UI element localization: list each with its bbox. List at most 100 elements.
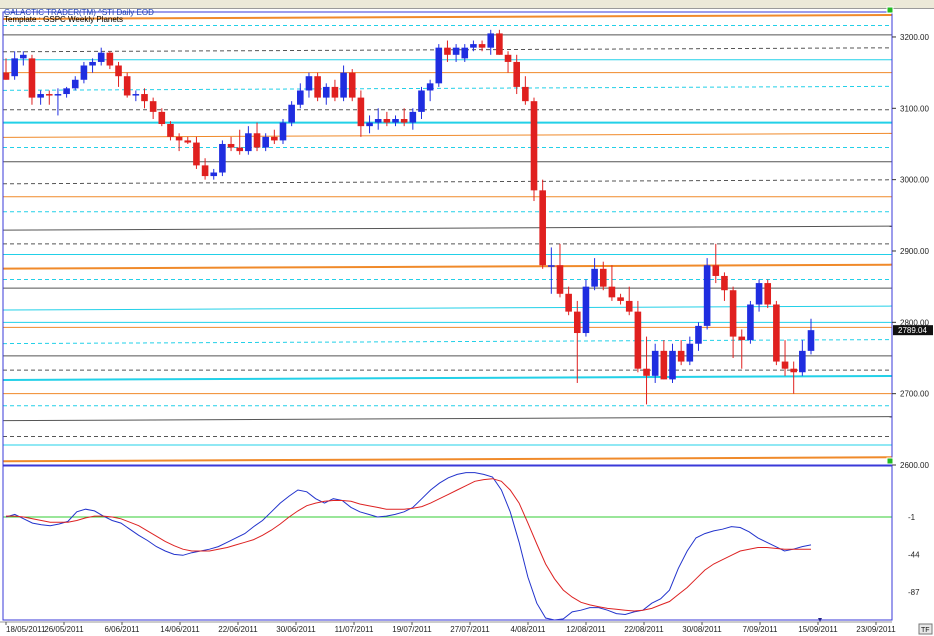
candle-down	[400, 119, 408, 123]
x-tick-label: 30/08/2011	[682, 625, 722, 634]
candle-up	[487, 33, 495, 48]
candle-up	[210, 172, 218, 177]
candle-down	[608, 286, 616, 298]
y-tick-label: 2700.00	[900, 390, 929, 399]
osc-tick-label: -44	[908, 550, 920, 559]
level-line	[2, 456, 893, 463]
candle-up	[219, 143, 226, 173]
x-tick-label: 12/08/2011	[566, 625, 606, 634]
tf-button	[918, 623, 933, 635]
candle-down	[764, 283, 772, 305]
candle-up	[132, 94, 140, 96]
candle-up	[305, 76, 313, 91]
x-tick-label: 22/08/2011	[624, 625, 664, 634]
chart-title: GALACTIC TRADER(TM) ^STI Daily EOD	[4, 8, 154, 17]
y-tick-label: 2900.00	[900, 247, 929, 256]
candle-down	[513, 61, 520, 87]
candle-up	[548, 265, 555, 267]
x-tick-label: 6/06/2011	[105, 625, 141, 634]
oscillator-panel	[3, 472, 892, 621]
candle-up	[686, 343, 694, 362]
level-line	[2, 179, 893, 185]
candle-up	[322, 86, 330, 98]
osc-tick-label: -87	[908, 588, 920, 597]
candle-up	[582, 286, 590, 334]
candle-down	[556, 265, 564, 294]
candle-up	[71, 79, 79, 89]
candle-down	[444, 47, 451, 55]
candle-up	[11, 58, 18, 77]
panel-handle-icon	[886, 457, 894, 465]
candle-up	[374, 119, 382, 123]
candle-down	[271, 136, 278, 141]
candle-up	[340, 72, 347, 98]
candle-down	[522, 86, 529, 102]
price-panel-border	[2, 11, 893, 466]
candle-up	[409, 111, 417, 123]
toolbar-strip	[0, 0, 934, 9]
candle-down	[383, 119, 391, 123]
candle-down	[227, 143, 235, 148]
candle-down	[314, 76, 321, 98]
x-tick-label: 19/07/2011	[392, 625, 432, 634]
candle-down	[175, 136, 183, 141]
candle-down	[123, 76, 131, 96]
x-tick-label: 22/06/2011	[218, 625, 258, 634]
candle-up	[591, 268, 598, 287]
candle-down	[660, 350, 668, 380]
candle-down	[478, 44, 486, 48]
y-tick-label: 3200.00	[900, 33, 929, 42]
x-tick-label: 7/09/2011	[743, 625, 779, 634]
candle-down	[253, 133, 261, 148]
candle-down	[158, 111, 166, 125]
candle-up	[435, 47, 443, 84]
candle-up	[20, 54, 27, 59]
candle-up	[418, 90, 425, 112]
candle-up	[63, 88, 70, 95]
candle-down	[573, 311, 581, 334]
candle-up	[97, 52, 105, 62]
candle-down	[201, 165, 209, 177]
candle-down	[677, 350, 685, 362]
candle-down	[539, 190, 546, 266]
panel-handle-icon	[886, 6, 894, 14]
candle-down	[2, 72, 10, 80]
candle-down	[331, 86, 339, 98]
candle-up	[89, 61, 96, 66]
candle-down	[115, 65, 122, 77]
candle-down	[643, 368, 650, 376]
x-tick-label: 26/05/2011	[44, 625, 84, 634]
osc-tick-label: -1	[908, 513, 916, 522]
candle-up	[37, 94, 44, 98]
date-axis-bg	[0, 622, 934, 636]
candle-down	[357, 97, 365, 127]
candle-up	[366, 122, 373, 127]
candle-up	[245, 133, 252, 152]
tf-button-label: TF	[921, 627, 930, 634]
level-line	[2, 85, 893, 91]
candle-down	[634, 311, 642, 369]
candle-down	[738, 336, 746, 341]
planet-levels	[2, 13, 893, 463]
y-tick-label: 3100.00	[900, 104, 929, 113]
x-tick-label: 18/05/2011	[6, 625, 46, 634]
candle-down	[721, 275, 728, 291]
x-tick-label: 4/08/2011	[511, 625, 547, 634]
signal-line	[6, 478, 811, 612]
y-tick-label: 3000.00	[900, 176, 929, 185]
candle-down	[45, 94, 53, 96]
candle-up	[695, 325, 702, 344]
candle-up	[651, 350, 659, 376]
candle-down	[236, 147, 244, 152]
candle-up	[392, 119, 399, 123]
candle-down	[530, 101, 538, 191]
candle-down	[167, 124, 174, 137]
level-line	[2, 416, 893, 422]
y-tick-label: 2600.00	[900, 461, 929, 470]
candle-up	[279, 122, 287, 141]
x-tick-label: 23/09/2011	[856, 625, 896, 634]
level-line	[2, 263, 893, 270]
candle-down	[149, 101, 157, 112]
